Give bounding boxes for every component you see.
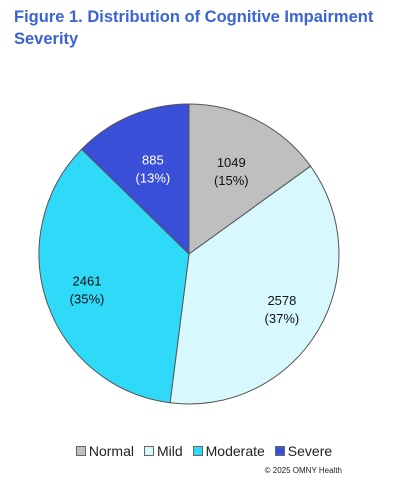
slice-percent-label-moderate: (35%) [70,292,105,307]
slice-value-label-mild: 2578 [267,293,296,308]
legend-label: Normal [88,443,134,459]
legend-item-mild: Mild [143,443,183,459]
pie-slice-normal [188,103,312,255]
slice-percent-label-mild: (37%) [265,311,300,326]
chart-title: Figure 1. Distribution of Cognitive Impa… [14,8,374,48]
slice-percent-label-severe: (13%) [136,170,171,185]
slice-value-label-moderate: 2461 [73,274,102,289]
legend-label: Moderate [205,443,265,459]
pie-slice-mild [169,165,340,405]
pie-slice-severe [80,103,190,256]
legend-swatch [274,446,285,456]
slice-value-label-normal: 1049 [217,155,246,170]
legend-label: Severe [287,443,333,459]
legend: Normal Mild Moderate Severe [0,443,408,459]
legend-swatch [143,446,154,456]
pie-slice-moderate [38,148,190,404]
legend-item-moderate: Moderate [192,443,265,459]
legend-swatch [192,446,203,456]
legend-item-severe: Severe [274,443,333,459]
legend-label: Mild [156,443,183,459]
legend-swatch [75,446,86,456]
legend-item-normal: Normal [75,443,134,459]
credit-text: © 2025 OMNY Health [264,466,342,475]
slice-value-label-severe: 885 [142,152,164,167]
slice-percent-label-normal: (15%) [214,173,249,188]
